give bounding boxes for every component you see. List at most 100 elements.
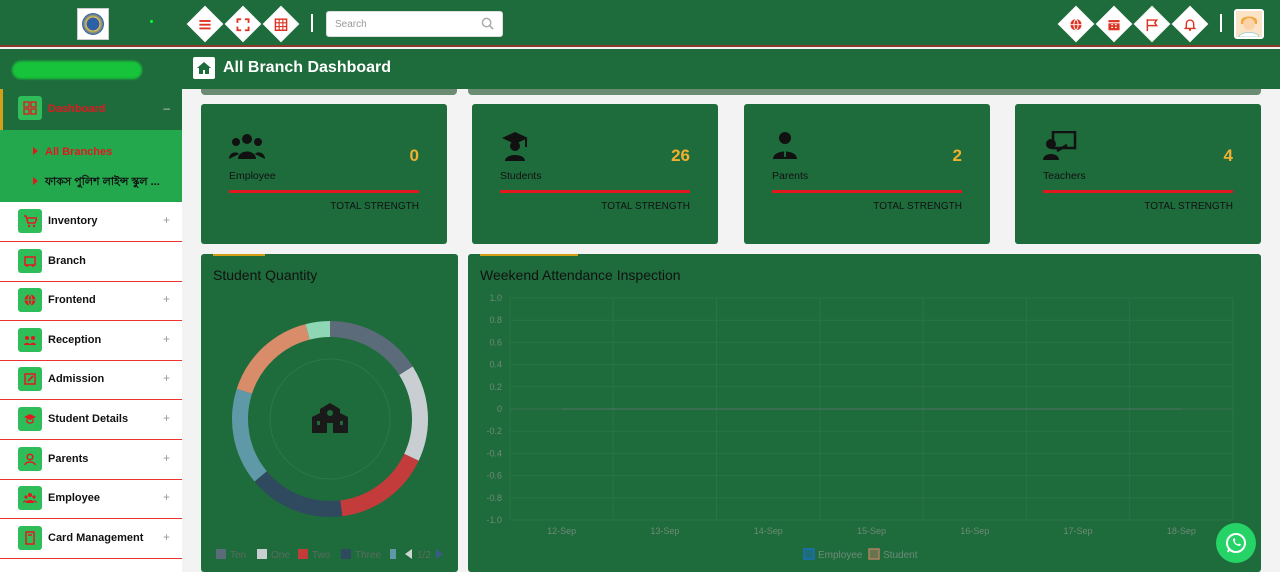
stat-label: Teachers: [1043, 170, 1086, 182]
panel-strip: [468, 89, 1261, 95]
donut-inner-ring: [269, 358, 391, 480]
search-icon[interactable]: [481, 17, 494, 30]
whatsapp-button[interactable]: [1216, 523, 1256, 563]
student-icon: [502, 132, 528, 161]
home-button[interactable]: [193, 57, 215, 79]
sidebar-item-employee[interactable]: Employee +: [0, 479, 182, 520]
legend-prev-icon[interactable]: [405, 549, 412, 559]
student-quantity-panel: Student Quantity Ten One Two Three 1/2: [201, 254, 458, 572]
people-icon: [18, 327, 42, 352]
legend-label-two[interactable]: Two: [312, 550, 331, 561]
calendar-icon: [1108, 19, 1120, 30]
sidebar-item-parents[interactable]: Parents +: [0, 440, 182, 480]
caret-right-icon: [33, 147, 38, 155]
language-button[interactable]: [1057, 5, 1095, 43]
sidebar-submenu: All Branches ফাকস পুলিশ লাইন্স স্কুল ...: [0, 130, 182, 202]
card-icon: [18, 525, 42, 550]
donut-slice-five[interactable]: [236, 324, 310, 394]
y-tick-label: 1.0: [489, 293, 502, 303]
page-header-bar: All Branch Dashboard: [0, 49, 1280, 89]
donut-slice-three[interactable]: [254, 471, 343, 517]
panel-accent: [480, 254, 578, 256]
legend-swatch: [341, 549, 351, 559]
legend-label-three[interactable]: Three: [355, 550, 382, 561]
sidebar-subitem-label: All Branches: [45, 146, 113, 158]
sidebar-item-dashboard[interactable]: Dashboard –: [0, 89, 182, 130]
stat-card-parents[interactable]: 2 Parents TOTAL STRENGTH: [744, 104, 990, 244]
apps-button[interactable]: [262, 5, 300, 43]
donut-slice-two[interactable]: [340, 453, 419, 517]
calendar-button[interactable]: [1095, 5, 1133, 43]
legend-next-icon[interactable]: [436, 549, 443, 559]
notifications-button[interactable]: [1171, 5, 1209, 43]
panel-strip: [201, 89, 457, 95]
stat-card-students[interactable]: 26 Students TOTAL STRENGTH: [472, 104, 718, 244]
collapse-indicator[interactable]: –: [163, 101, 170, 115]
legend-swatch: [216, 549, 226, 559]
sidebar-item-label: Parents: [48, 452, 89, 465]
stat-caption: TOTAL STRENGTH: [873, 201, 962, 212]
sidebar-item-reception[interactable]: Reception +: [0, 321, 182, 361]
legend-label-employee[interactable]: Employee: [818, 550, 863, 561]
sidebar-item-label: Student Details: [48, 413, 129, 425]
expand-indicator[interactable]: +: [162, 490, 170, 505]
search-input[interactable]: [335, 12, 475, 36]
expand-indicator[interactable]: +: [162, 213, 170, 227]
fullscreen-button[interactable]: [224, 5, 262, 43]
legend-label-ten[interactable]: Ten: [230, 550, 246, 561]
stat-label: Employee: [229, 170, 276, 182]
sidebar-subitem-branch[interactable]: ফাকস পুলিশ লাইন্স স্কুল ...: [33, 173, 160, 192]
stat-card-teachers[interactable]: 4 Teachers TOTAL STRENGTH: [1015, 104, 1261, 244]
flag-button[interactable]: [1133, 5, 1171, 43]
sidebar-item-label: Frontend: [48, 294, 96, 307]
menu-toggle-button[interactable]: [186, 5, 224, 43]
sidebar-item-frontend[interactable]: Frontend +: [0, 281, 182, 322]
sidebar-item-label: Inventory: [48, 215, 98, 227]
legend-swatch: [868, 548, 880, 560]
school-logo[interactable]: [77, 8, 109, 40]
sidebar-item-branch[interactable]: Branch: [0, 242, 182, 282]
flag-icon: [1146, 18, 1159, 31]
sidebar-item-inventory[interactable]: Inventory +: [0, 202, 182, 242]
stat-card-employee[interactable]: 0 Employee TOTAL STRENGTH: [201, 104, 447, 244]
expand-indicator[interactable]: +: [162, 292, 170, 307]
donut-slice-one[interactable]: [399, 366, 428, 461]
donut-slice-four[interactable]: [232, 388, 267, 482]
person-icon: [18, 446, 42, 471]
top-navbar: [0, 0, 1280, 47]
branch-name-redacted: [12, 61, 142, 79]
sidebar-item-label: Employee: [48, 492, 100, 505]
sidebar-item-label: Card Management: [48, 531, 144, 544]
y-tick-label: -0.8: [486, 493, 502, 503]
attendance-line-chart: 1.0 0.8 0.6 0.4 0.2 0 -0.2 -0.4 -0.6 -0.8 -1.0 12-S…: [486, 293, 1234, 561]
legend-label-student[interactable]: Student: [883, 550, 918, 561]
user-avatar[interactable]: [1234, 9, 1264, 39]
expand-indicator[interactable]: +: [162, 371, 170, 386]
cart-icon: [18, 209, 42, 233]
legend-swatch: [257, 549, 267, 559]
expand-indicator[interactable]: +: [162, 529, 170, 544]
attendance-panel: Weekend Attendance Inspection 1.0 0.8 0.6 0…: [468, 254, 1261, 572]
x-tick-label: 17-Sep: [1064, 526, 1093, 536]
expand-indicator[interactable]: +: [162, 331, 170, 346]
fullscreen-icon: [236, 17, 250, 31]
sidebar-item-student-details[interactable]: Student Details +: [0, 400, 182, 440]
expand-indicator[interactable]: +: [162, 450, 170, 465]
sidebar-subitem-all-branches[interactable]: All Branches: [33, 146, 112, 158]
sidebar-item-label: Dashboard: [48, 103, 106, 115]
stat-caption: TOTAL STRENGTH: [1144, 201, 1233, 212]
sidebar-item-card-management[interactable]: Card Management +: [0, 519, 182, 559]
globe-icon: [18, 288, 42, 313]
stat-caption: TOTAL STRENGTH: [330, 201, 419, 212]
donut-slice-ten[interactable]: [329, 321, 413, 376]
expand-indicator[interactable]: +: [162, 411, 170, 425]
sidebar-item-admission[interactable]: Admission +: [0, 360, 182, 401]
legend-label-one[interactable]: One: [271, 550, 290, 561]
x-tick-label: 18-Sep: [1167, 526, 1196, 536]
search-box: [326, 11, 503, 37]
users-icon: [18, 486, 42, 511]
x-tick-label: 13-Sep: [650, 526, 679, 536]
x-tick-label: 16-Sep: [960, 526, 989, 536]
y-tick-label: -1.0: [486, 515, 502, 525]
donut-slice-six[interactable]: [305, 321, 331, 340]
